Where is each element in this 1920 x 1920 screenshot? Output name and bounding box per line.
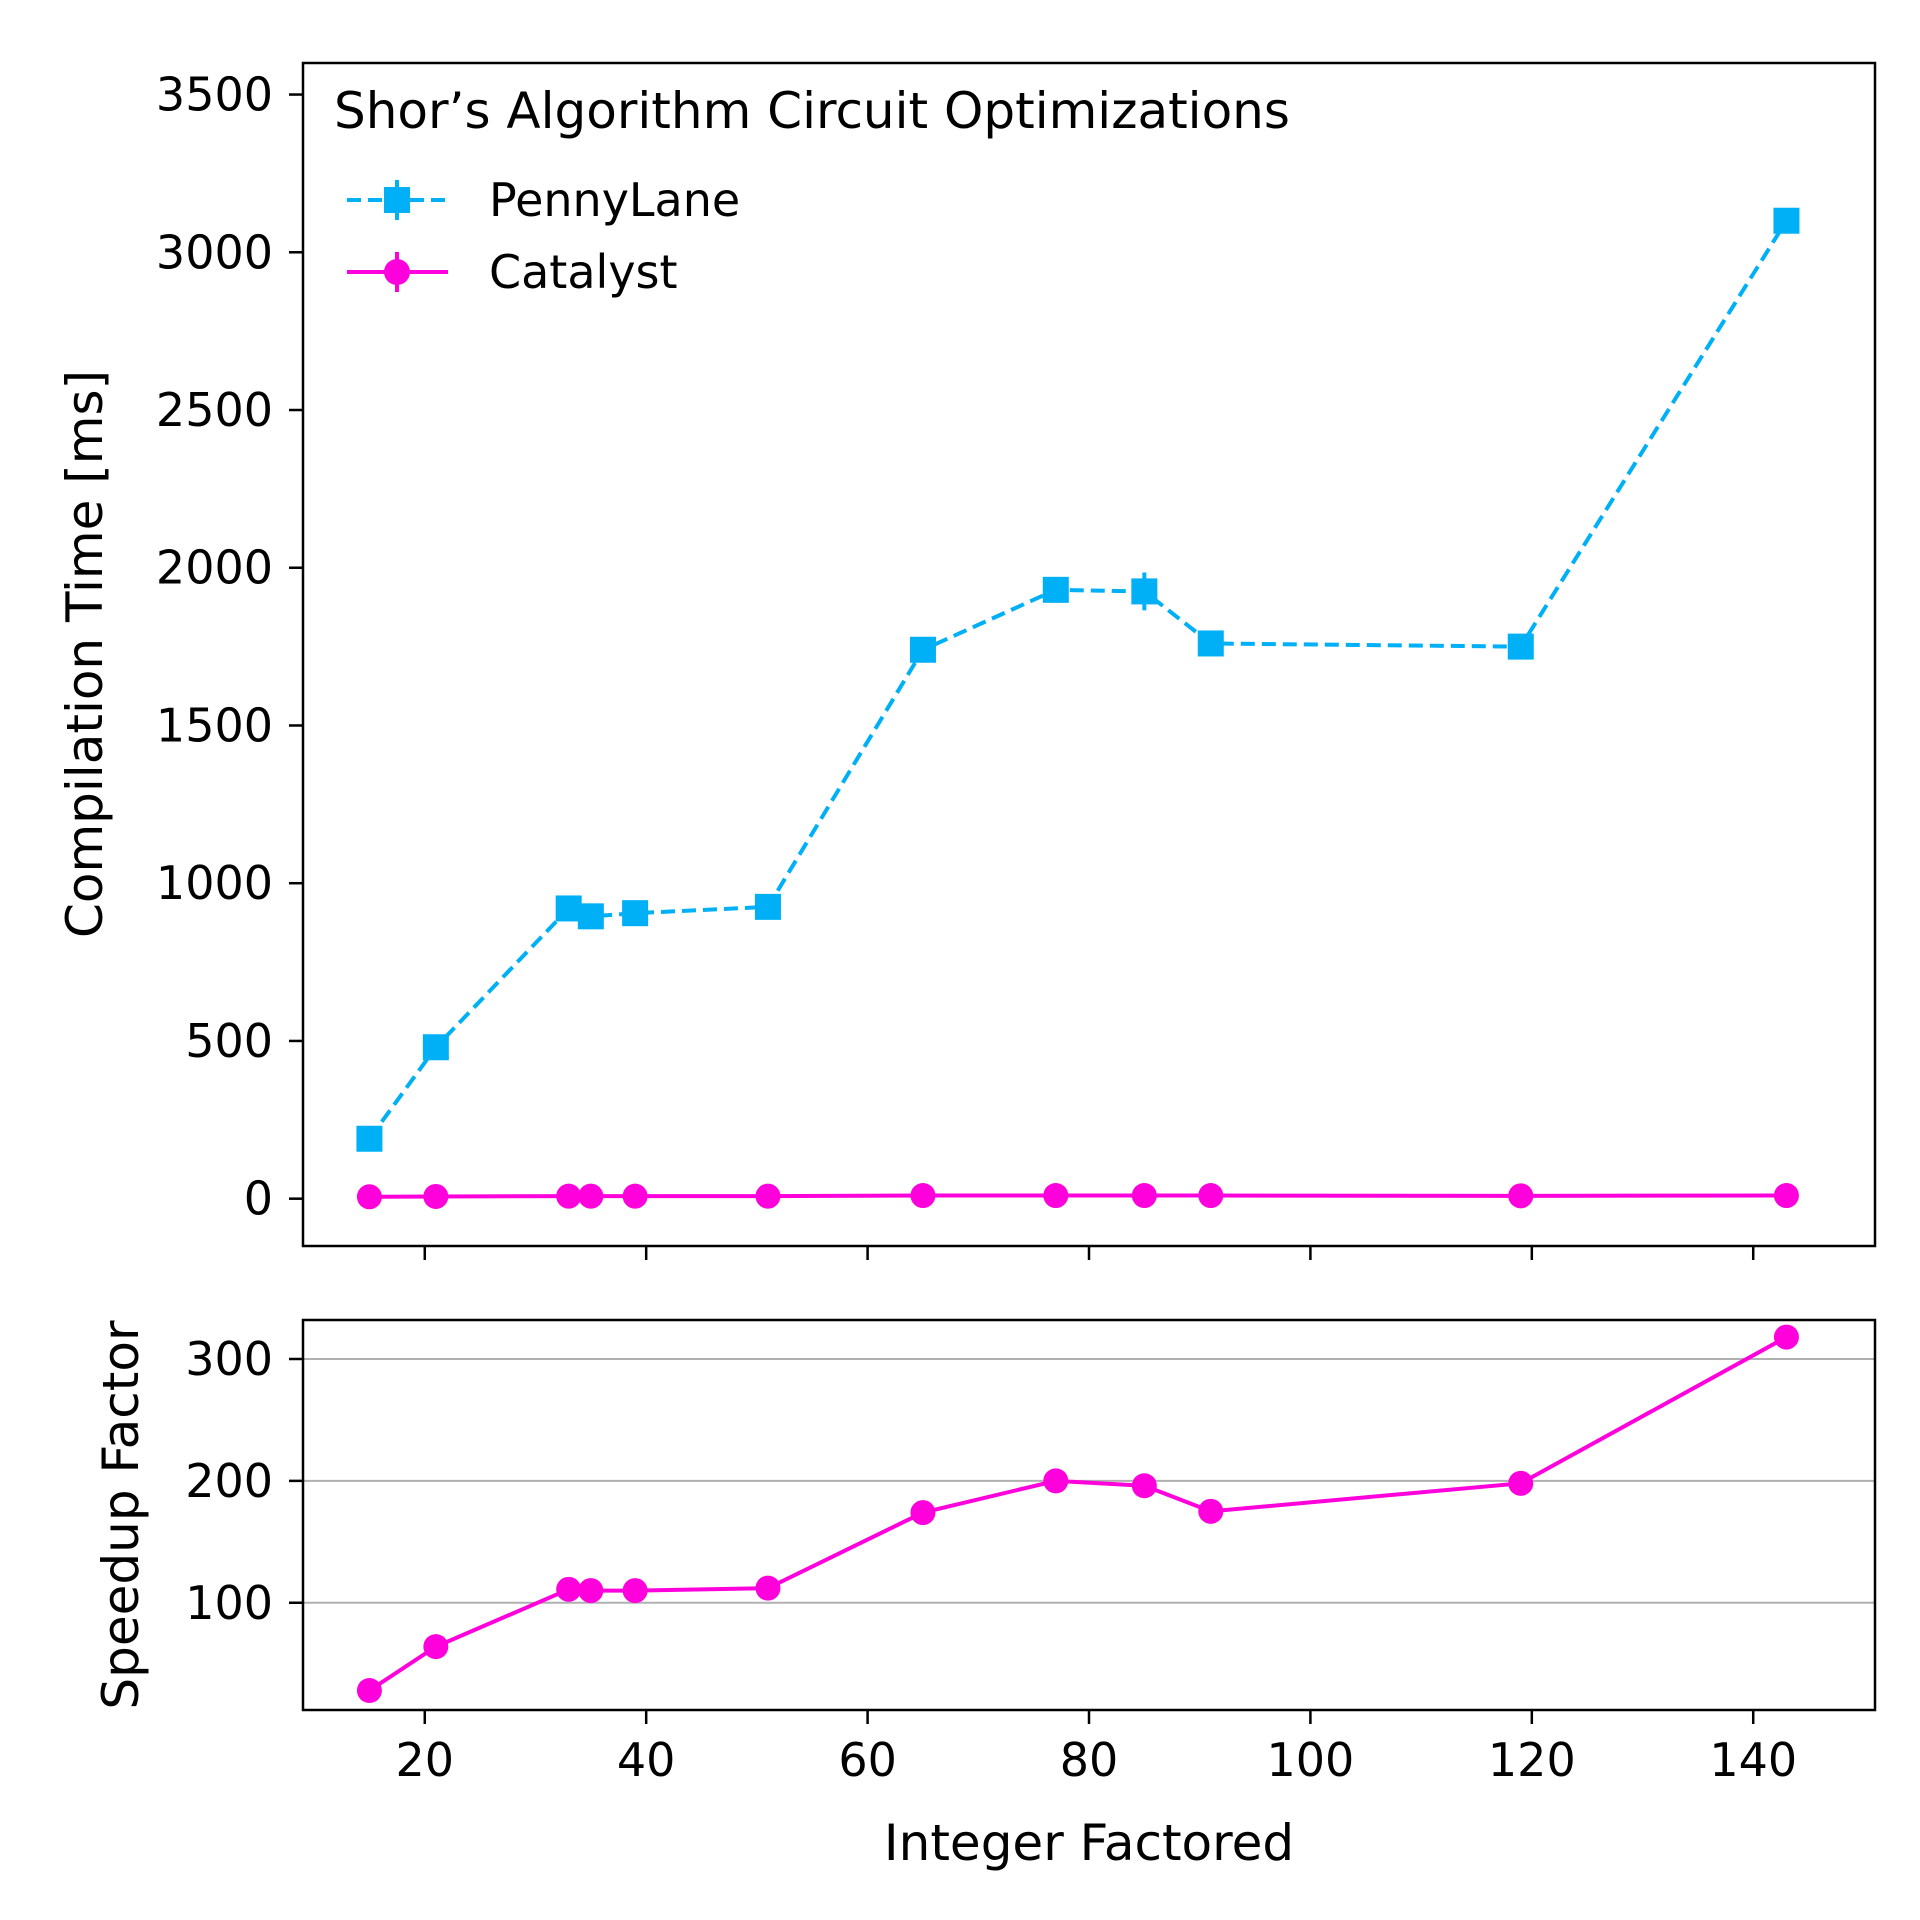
x-tick-label-140: 140 <box>1709 1733 1797 1787</box>
top-y-tick-label-3000: 3000 <box>156 225 273 279</box>
x-tick-label-100: 100 <box>1267 1733 1355 1787</box>
catalyst-point-33 <box>556 1183 582 1209</box>
speedup-point-85 <box>1131 1473 1157 1499</box>
speedup-point-33 <box>556 1576 582 1602</box>
pennylane-point-21 <box>422 1034 449 1061</box>
x-tick-label-80: 80 <box>1060 1733 1119 1787</box>
top-y-tick-label-2500: 2500 <box>156 383 273 437</box>
bottom-series <box>356 1324 1799 1703</box>
speedup-point-21 <box>423 1634 449 1660</box>
bottom-y-tick-label-100: 100 <box>185 1576 273 1630</box>
pennylane-point-65 <box>909 636 936 663</box>
x-tick-label-120: 120 <box>1488 1733 1576 1787</box>
catalyst-point-65 <box>910 1183 936 1209</box>
speedup-point-143 <box>1773 1324 1799 1350</box>
legend-pennylane-label: PennyLane <box>489 173 740 227</box>
catalyst-point-143 <box>1773 1183 1799 1209</box>
bottom-y-axis-label: Speedup Factor <box>92 1320 150 1710</box>
catalyst-point-39 <box>622 1183 648 1209</box>
speedup-point-39 <box>622 1578 648 1604</box>
top-x-ticks <box>423 1246 1755 1260</box>
speedup-point-91 <box>1198 1498 1224 1524</box>
pennylane-point-91 <box>1197 630 1224 657</box>
speedup-point-119 <box>1508 1470 1534 1496</box>
bottom-x-ticks: 20 40 60 80 100 120 140 <box>396 1710 1797 1787</box>
speedup-point-77 <box>1043 1468 1069 1494</box>
pennylane-point-35 <box>577 903 604 930</box>
top-y-tick-label-1000: 1000 <box>156 856 273 910</box>
catalyst-point-85 <box>1131 1183 1157 1209</box>
bottom-y-ticks: 100 200 300 <box>185 1332 303 1630</box>
top-y-tick-label-3500: 3500 <box>156 68 273 122</box>
x-tick-label-60: 60 <box>838 1733 897 1787</box>
x-tick-label-40: 40 <box>617 1733 676 1787</box>
pennylane-point-33 <box>555 895 582 922</box>
pennylane-point-51 <box>754 893 781 920</box>
pennylane-point-119 <box>1507 633 1534 660</box>
catalyst-point-21 <box>423 1183 449 1209</box>
catalyst-point-35 <box>578 1183 604 1209</box>
speedup-point-65 <box>910 1500 936 1526</box>
pennylane-point-85 <box>1131 578 1158 605</box>
speedup-series-line <box>368 1335 1788 1693</box>
top-y-tick-label-2000: 2000 <box>156 541 273 595</box>
x-axis-label: Integer Factored <box>884 1814 1294 1872</box>
pennylane-point-77 <box>1042 576 1069 603</box>
top-y-tick-label-500: 500 <box>185 1014 273 1068</box>
legend-catalyst-marker <box>384 259 410 285</box>
top-y-tick-label-0: 0 <box>244 1172 273 1226</box>
catalyst-point-91 <box>1198 1183 1224 1209</box>
catalyst-point-51 <box>755 1183 781 1209</box>
pennylane-point-143 <box>1773 207 1800 234</box>
pennylane-series-line <box>367 219 1789 1140</box>
speedup-factor-panel: 20 40 60 80 100 120 140 100 200 300 Speedup Fact… <box>92 1318 1877 1872</box>
catalyst-series-line <box>369 1193 1787 1199</box>
compilation-time-panel: 0 500 1000 1500 2000 2500 3000 3500 Shor’s Algo… <box>56 61 1877 1260</box>
pennylane-point-15 <box>356 1125 383 1152</box>
legend: PennyLane Catalyst <box>347 173 740 299</box>
catalyst-point-15 <box>356 1184 382 1210</box>
legend-entry-catalyst: Catalyst <box>347 245 678 299</box>
top-series <box>356 207 1800 1210</box>
pennylane-point-39 <box>622 900 649 927</box>
x-tick-label-20: 20 <box>396 1733 455 1787</box>
legend-entry-pennylane: PennyLane <box>347 173 740 227</box>
speedup-point-35 <box>578 1578 604 1604</box>
top-chart-title: Shor’s Algorithm Circuit Optimizations <box>334 82 1290 140</box>
catalyst-point-119 <box>1508 1183 1534 1209</box>
legend-pennylane-marker <box>384 187 410 213</box>
catalyst-point-77 <box>1043 1183 1069 1209</box>
speedup-point-15 <box>356 1678 382 1703</box>
legend-catalyst-label: Catalyst <box>489 245 678 299</box>
speedup-point-51 <box>755 1575 781 1601</box>
top-y-axis-label: Compilation Time [ms] <box>56 370 114 938</box>
top-y-tick-label-1500: 1500 <box>156 698 273 752</box>
bottom-y-tick-label-200: 200 <box>185 1454 273 1508</box>
bottom-y-tick-label-300: 300 <box>185 1332 273 1386</box>
top-y-ticks: 0 500 1000 1500 2000 2500 3000 3500 <box>156 68 303 1226</box>
